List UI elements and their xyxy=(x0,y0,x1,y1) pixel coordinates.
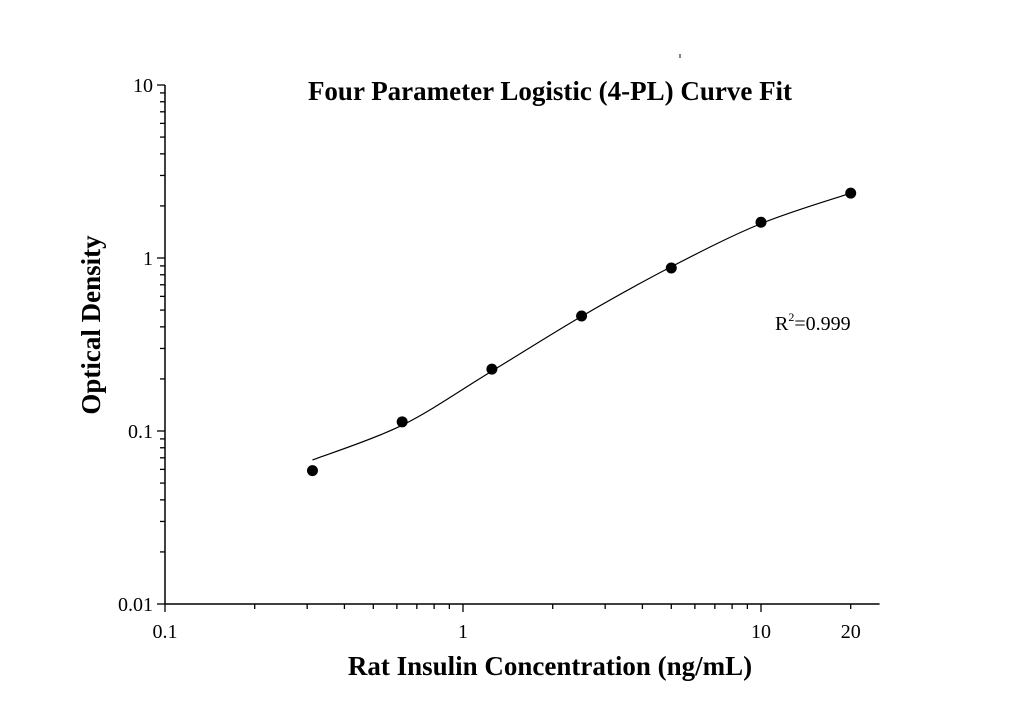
r2-value: =0.999 xyxy=(794,313,850,335)
data-point xyxy=(576,310,588,322)
chart-title: Four Parameter Logistic (4-PL) Curve Fit xyxy=(308,76,792,106)
r2-superscript: 2 xyxy=(788,310,794,324)
y-axis: 0.01 0.1 1 10 xyxy=(118,75,166,616)
data-point xyxy=(845,187,857,199)
y-axis-label: Optical Density xyxy=(76,235,106,415)
x-axis: 0.1 1 10 20 xyxy=(153,603,880,643)
y-tick-label: 0.01 xyxy=(118,594,153,616)
data-points xyxy=(306,187,857,477)
x-tick-label: 20 xyxy=(841,621,861,643)
x-tick-label: 0.1 xyxy=(153,621,178,643)
x-tick-label: 10 xyxy=(751,621,771,643)
x-tick-label: 1 xyxy=(458,621,468,643)
data-point xyxy=(396,416,408,428)
data-point xyxy=(486,363,498,375)
data-point xyxy=(306,465,318,477)
y-tick-label: 0.1 xyxy=(128,421,153,443)
x-axis-label: Rat Insulin Concentration (ng/mL) xyxy=(348,651,752,681)
y-tick-label: 1 xyxy=(143,248,153,270)
data-point xyxy=(755,216,767,228)
fit-curve xyxy=(312,192,851,461)
r-squared-annotation: R2=0.999 xyxy=(775,310,851,335)
data-point xyxy=(665,262,677,274)
r2-prefix: R xyxy=(775,313,789,335)
y-tick-label: 10 xyxy=(133,75,153,97)
fit-curve-group xyxy=(312,192,851,461)
